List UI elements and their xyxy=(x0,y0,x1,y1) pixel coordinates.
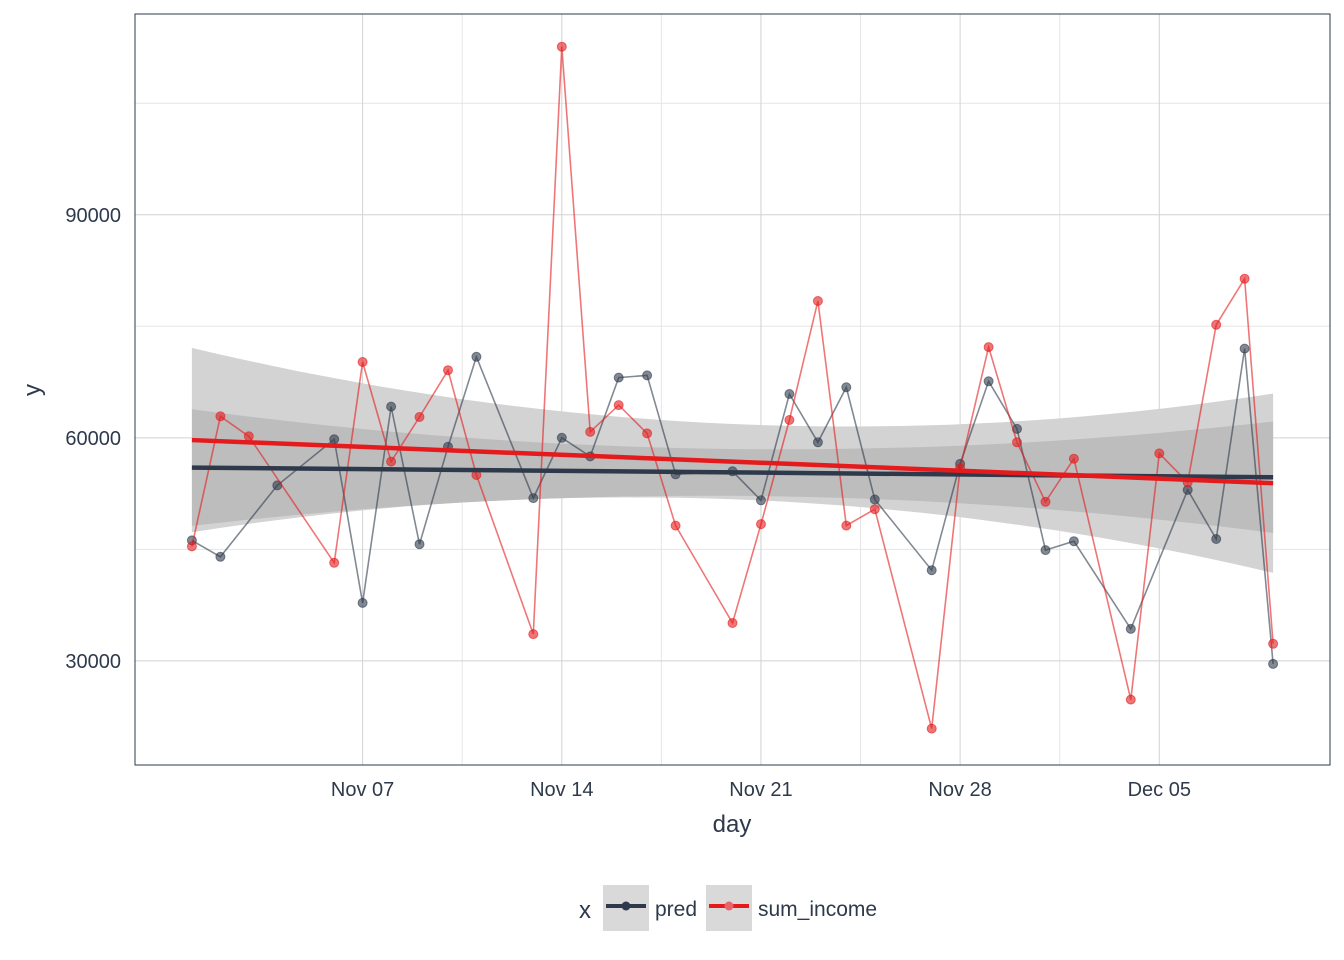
data-point-sum-income xyxy=(357,357,368,367)
data-point-pred xyxy=(642,370,653,381)
data-point-sum-income xyxy=(1012,437,1022,448)
data-point-pred xyxy=(1211,534,1222,544)
data-point-sum-income xyxy=(215,411,226,422)
legend-point-sum-income xyxy=(724,901,734,911)
data-point-sum-income xyxy=(642,428,653,439)
legend-item-sum-income: sum_income xyxy=(706,885,877,931)
data-point-sum-income xyxy=(983,342,994,353)
data-point-sum-income xyxy=(243,431,254,442)
legend-title: x xyxy=(579,897,591,924)
data-point-sum-income xyxy=(186,541,197,552)
legend-item-pred: pred xyxy=(603,885,697,931)
data-point-sum-income xyxy=(841,520,852,531)
x-tick-labels: Nov 07 Nov 14 Nov 21 Nov 28 Dec 05 xyxy=(331,779,1191,801)
data-point-pred xyxy=(528,493,539,504)
data-point-sum-income xyxy=(756,519,766,530)
data-point-pred xyxy=(556,432,567,443)
data-point-sum-income xyxy=(1211,319,1222,330)
data-point-sum-income xyxy=(812,296,823,306)
x-tick-label: Nov 07 xyxy=(331,779,394,801)
data-point-pred xyxy=(386,401,397,412)
data-point-sum-income xyxy=(1068,453,1079,464)
data-point-sum-income xyxy=(386,456,397,467)
x-tick-label: Dec 05 xyxy=(1128,779,1191,801)
data-point-sum-income xyxy=(556,41,567,52)
data-point-pred xyxy=(1125,623,1136,634)
legend-point-pred xyxy=(621,901,631,911)
data-point-sum-income xyxy=(1154,448,1165,459)
data-point-sum-income xyxy=(727,618,738,628)
y-tick-label: 60000 xyxy=(65,428,121,450)
y-tick-label: 30000 xyxy=(65,651,121,673)
data-point-sum-income xyxy=(329,557,340,568)
data-point-pred xyxy=(1040,545,1051,556)
data-point-pred xyxy=(841,382,852,393)
data-point-sum-income xyxy=(443,365,453,376)
data-point-sum-income xyxy=(1040,496,1051,507)
data-point-pred xyxy=(869,494,880,505)
data-point-pred xyxy=(983,376,994,387)
data-point-pred xyxy=(613,372,624,383)
data-point-sum-income xyxy=(926,723,937,734)
trend-line-sum-income xyxy=(191,437,1274,486)
data-point-pred xyxy=(1239,343,1250,354)
data-point-sum-income xyxy=(1268,638,1279,649)
x-tick-label: Nov 28 xyxy=(928,779,991,801)
data-point-sum-income xyxy=(1125,694,1136,705)
data-point-pred xyxy=(471,351,482,362)
trend-lines xyxy=(191,437,1274,486)
x-tick-label: Nov 14 xyxy=(530,779,593,801)
x-tick-label: Nov 21 xyxy=(729,779,792,801)
legend-label-sum-income: sum_income xyxy=(758,898,877,921)
plot-border xyxy=(134,13,1331,766)
y-tick-labels: 30000 60000 90000 xyxy=(65,205,121,673)
data-point-sum-income xyxy=(784,415,795,425)
data-point-pred xyxy=(1268,658,1279,669)
y-tick-label: 90000 xyxy=(65,205,121,227)
data-point-sum-income xyxy=(1239,273,1250,284)
x-axis-title: day xyxy=(713,811,752,838)
data-point-pred xyxy=(329,434,340,445)
data-point-sum-income xyxy=(414,412,425,422)
data-point-pred xyxy=(357,597,368,608)
data-point-pred xyxy=(784,389,795,399)
data-point-pred xyxy=(812,437,823,448)
data-point-sum-income xyxy=(585,426,596,437)
data-point-pred xyxy=(1068,536,1079,547)
data-point-sum-income xyxy=(528,629,539,640)
legend: x pred sum_income xyxy=(579,885,877,931)
data-point-pred xyxy=(414,539,425,550)
data-point-pred xyxy=(926,565,937,576)
data-point-sum-income xyxy=(613,400,624,411)
legend-label-pred: pred xyxy=(655,898,697,921)
data-point-sum-income xyxy=(869,504,880,515)
data-point-sum-income xyxy=(670,520,681,531)
y-axis-title: y xyxy=(19,384,46,396)
data-point-pred xyxy=(215,551,226,562)
data-point-pred xyxy=(756,495,766,506)
